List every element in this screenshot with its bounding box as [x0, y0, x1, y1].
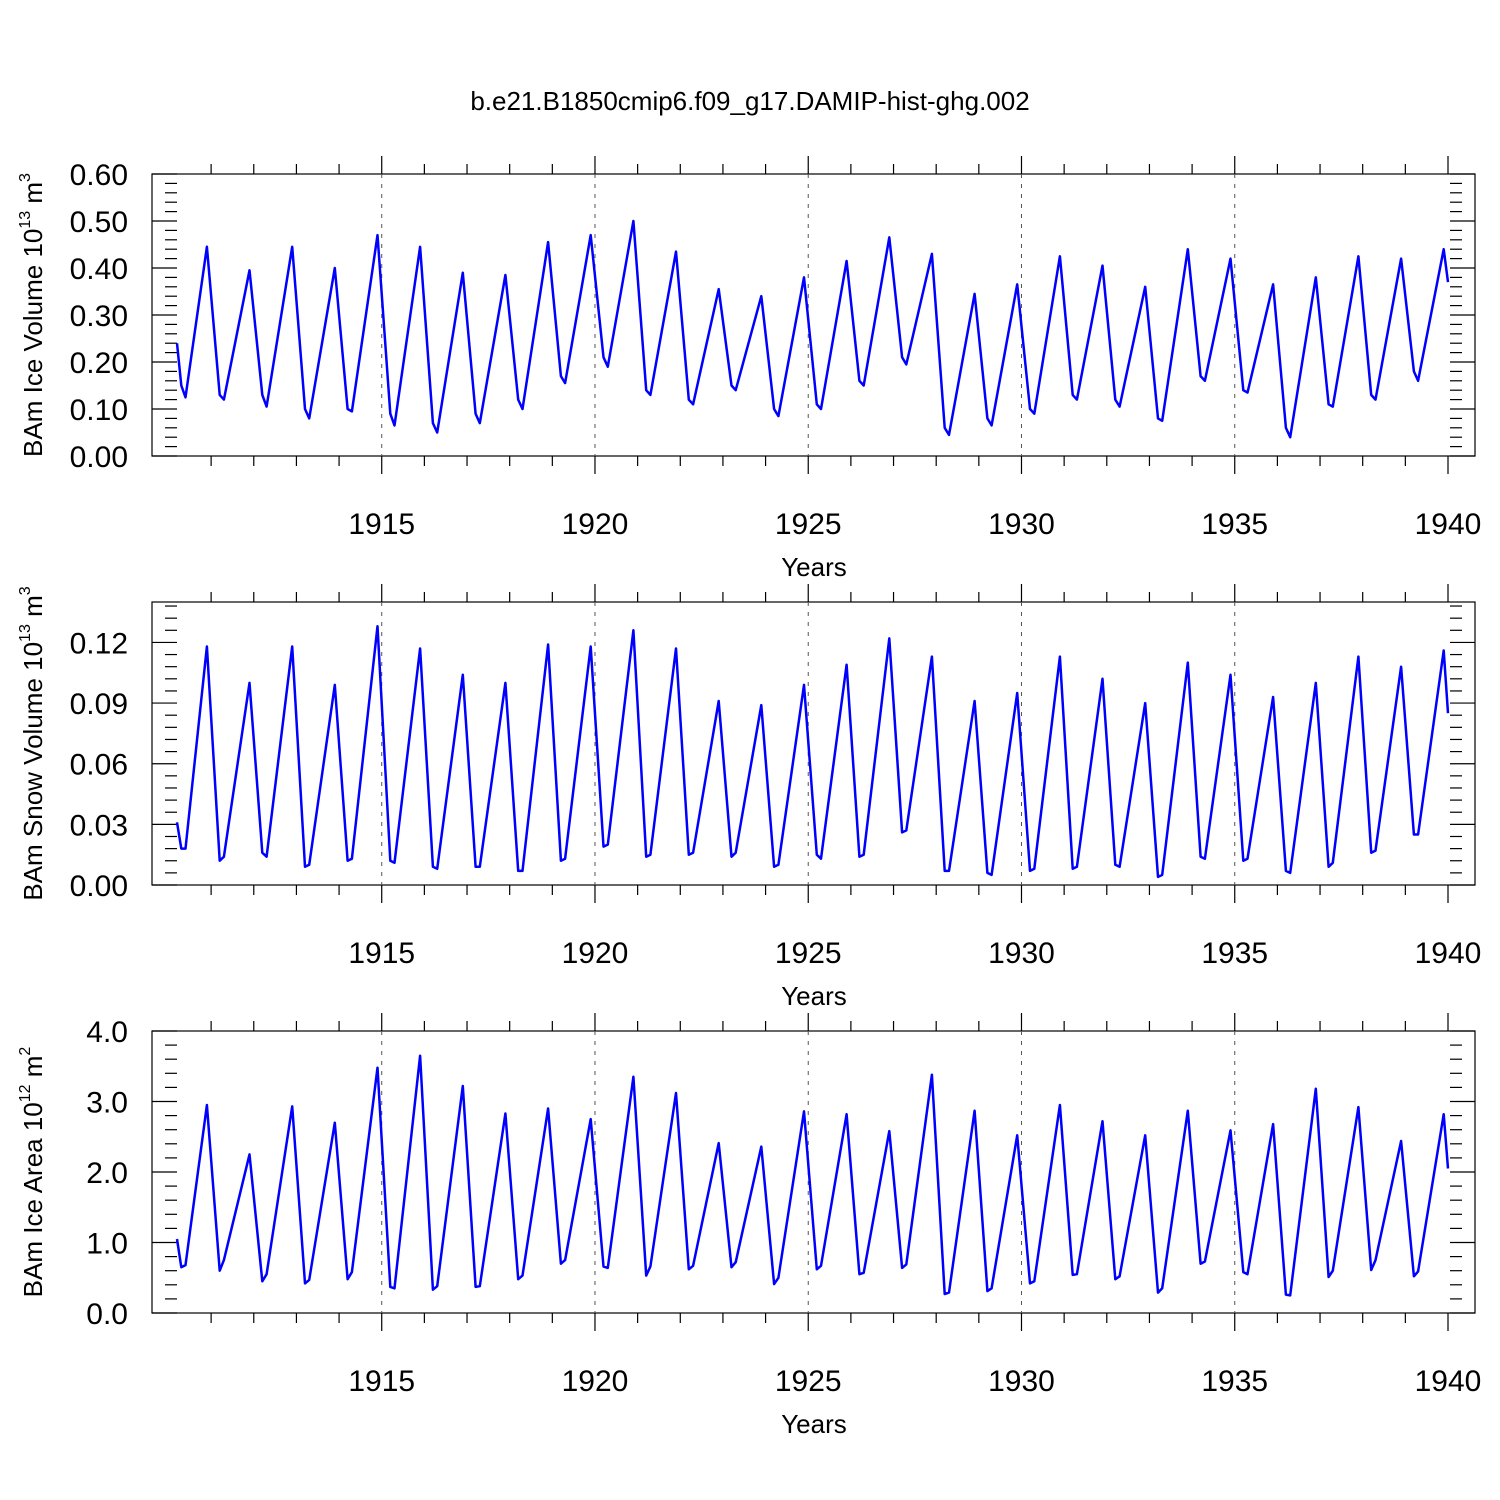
x-tick-label: 1940 — [1415, 508, 1482, 541]
series-line — [175, 219, 1450, 439]
x-axis-title: Years — [781, 552, 847, 582]
y-axis-title-name: BAm Snow Volume 10 — [18, 642, 48, 901]
y-tick-label: 0.0 — [86, 1298, 128, 1331]
y-tick-label: 0.10 — [70, 394, 128, 427]
y-tick-label: 0.12 — [70, 627, 128, 660]
x-tick-label: 1930 — [988, 508, 1055, 541]
panel-1: 1915 1920 1925 1930 1935 1940 0.00 0.10 0.20 0.30… — [17, 156, 1481, 582]
chart-title: b.e21.B1850cmip6.f09_g17.DAMIP-hist-ghg.… — [470, 86, 1029, 116]
x-tick-label: 1925 — [775, 937, 842, 970]
x-axis-title: Years — [781, 981, 847, 1011]
y-axis-title-name: BAm Ice Area 10 — [18, 1102, 48, 1297]
y-axis-title-m: m — [18, 595, 48, 624]
y-axis-title: BAm Ice Volume 1013 m3 — [17, 173, 48, 457]
y-axis-title-name: BAm Ice Volume 10 — [18, 229, 48, 457]
y-tick-label: 0.03 — [70, 809, 128, 842]
x-tick-label: 1915 — [348, 937, 415, 970]
x-tick-label: 1930 — [988, 1365, 1055, 1398]
y-tick-label: 3.0 — [86, 1087, 128, 1120]
y-tick-label: 0.00 — [70, 441, 128, 474]
y-axis-title: BAm Snow Volume 1013 m3 — [17, 586, 48, 900]
y-tick-label: 0.20 — [70, 347, 128, 380]
y-axis-title-exp: 13 — [17, 624, 34, 642]
y-tick-label: 4.0 — [86, 1016, 128, 1049]
x-tick-label: 1920 — [562, 1365, 629, 1398]
y-tick-label: 0.06 — [70, 749, 128, 782]
y-tick-label: 0.60 — [70, 159, 128, 192]
y-tick-label: 0.00 — [70, 870, 128, 903]
y-axis-title-exp: 13 — [17, 211, 34, 229]
x-tick-label: 1935 — [1201, 937, 1268, 970]
y-tick-label: 2.0 — [86, 1157, 128, 1190]
x-tick-label: 1915 — [348, 508, 415, 541]
x-tick-label: 1940 — [1415, 937, 1482, 970]
x-tick-label: 1925 — [775, 508, 842, 541]
panel-2: 1915 1920 1925 1930 1935 1940 0.00 0.03 0.06 0.09… — [17, 584, 1481, 1011]
y-axis-title-m-exp: 3 — [17, 586, 34, 595]
plot-frame — [151, 601, 1476, 886]
x-tick-label: 1920 — [562, 508, 629, 541]
series-line — [175, 1054, 1450, 1297]
y-tick-label: 1.0 — [86, 1228, 128, 1261]
x-axis-title: Years — [781, 1409, 847, 1439]
y-axis-title-m: m — [18, 182, 48, 211]
panel-3: 1915 1920 1925 1930 1935 1940 0.0 1.0 2.0 3.0 4.0 Y… — [17, 1013, 1481, 1439]
y-axis-title-m: m — [18, 1056, 48, 1085]
y-axis-title-m-exp: 2 — [17, 1047, 34, 1056]
chart-panels: 1915 1920 1925 1930 1935 1940 0.00 0.10 0.20 0.30… — [17, 156, 1481, 1439]
x-tick-label: 1915 — [348, 1365, 415, 1398]
series-line — [175, 625, 1450, 879]
y-tick-label: 0.50 — [70, 206, 128, 239]
y-axis-title-m-exp: 3 — [17, 173, 34, 182]
x-tick-label: 1935 — [1201, 508, 1268, 541]
x-tick-label: 1935 — [1201, 1365, 1268, 1398]
x-tick-label: 1920 — [562, 937, 629, 970]
x-tick-label: 1930 — [988, 937, 1055, 970]
y-tick-label: 0.40 — [70, 253, 128, 286]
y-tick-label: 0.09 — [70, 688, 128, 721]
y-axis-title: BAm Ice Area 1012 m2 — [17, 1047, 48, 1298]
x-tick-label: 1940 — [1415, 1365, 1482, 1398]
y-tick-label: 0.30 — [70, 300, 128, 333]
y-axis-title-exp: 12 — [17, 1084, 34, 1102]
x-tick-label: 1925 — [775, 1365, 842, 1398]
